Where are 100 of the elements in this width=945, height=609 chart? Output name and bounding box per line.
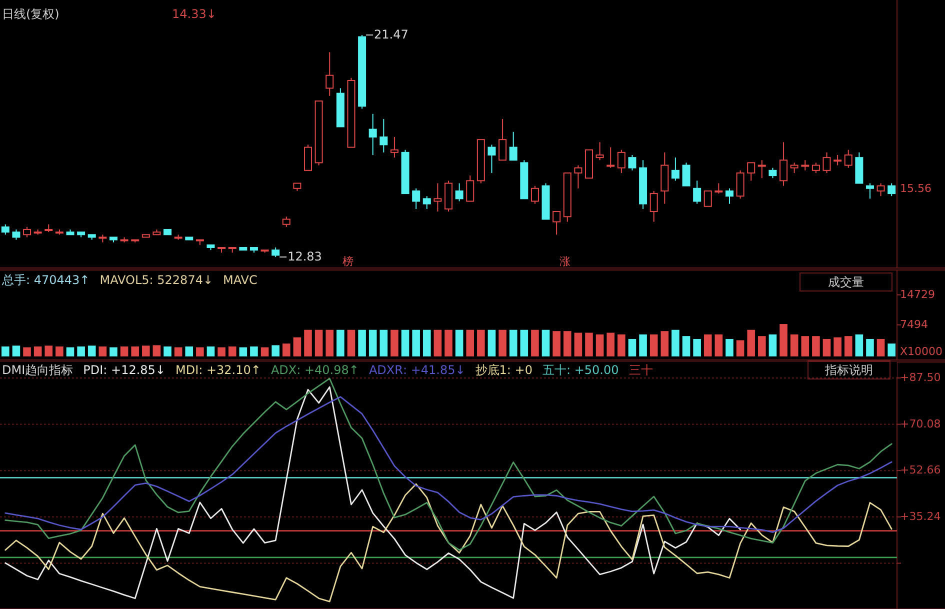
- bar: [77, 346, 85, 356]
- bar: [120, 346, 128, 356]
- annotation: 涨: [560, 255, 570, 268]
- annotation: 成交量: [828, 275, 864, 289]
- bar: [326, 330, 334, 356]
- bar: [596, 334, 604, 356]
- candlestick: [682, 162, 690, 186]
- bar: [618, 334, 626, 356]
- candlestick: [628, 154, 636, 171]
- candlestick: [822, 152, 831, 174]
- candlestick: [304, 144, 312, 171]
- candlestick: [530, 185, 539, 204]
- annotation: : +32.10↑: [198, 363, 261, 377]
- bar: [704, 334, 712, 356]
- bar: [650, 334, 658, 356]
- bar: [574, 332, 582, 356]
- bar: [390, 330, 398, 356]
- y-axis-title: X10000: [900, 345, 943, 358]
- bar: [196, 347, 204, 356]
- candlestick: [801, 160, 810, 171]
- bar: [628, 338, 636, 356]
- candlestick: [606, 146, 615, 168]
- y-tick-label: 7494: [900, 318, 928, 331]
- candlestick: [552, 211, 561, 236]
- candlestick: [23, 226, 32, 238]
- bar: [282, 344, 290, 356]
- bar: [866, 338, 874, 356]
- bar: [336, 330, 344, 356]
- bar: [98, 346, 107, 356]
- bar: [509, 330, 518, 356]
- annotation: 三十: [628, 363, 653, 377]
- bar: [2, 346, 10, 356]
- bar: [498, 330, 506, 356]
- bar: [347, 330, 356, 356]
- bar: [206, 346, 215, 356]
- candlestick: [282, 216, 290, 228]
- candlestick: [12, 229, 20, 240]
- bar: [228, 346, 236, 356]
- annotation: MAVC: [223, 273, 258, 287]
- bar: [368, 330, 377, 356]
- candlestick: [272, 246, 280, 258]
- y-tick-label: +35.24: [900, 510, 941, 523]
- bar: [660, 331, 669, 356]
- bar: [682, 336, 690, 356]
- annotation: : +40.98↑: [296, 363, 359, 377]
- bar: [272, 345, 280, 356]
- annotation: : +12.85↓: [103, 363, 166, 377]
- annotation: 总手: 470443↑: [1, 273, 90, 287]
- candlestick: [888, 182, 896, 197]
- bar: [131, 346, 139, 356]
- candlestick: [834, 154, 842, 166]
- annotation: 榜: [342, 255, 354, 268]
- annotation: DMI趋向指标: [2, 363, 74, 377]
- text: ADXR: [368, 363, 403, 377]
- bar: [888, 344, 896, 356]
- candlestick: [790, 162, 798, 174]
- bar: [56, 346, 64, 356]
- bar: [401, 330, 410, 356]
- bar: [488, 330, 496, 356]
- bar: [218, 347, 226, 356]
- y-tick-label: +87.50: [900, 370, 941, 384]
- bar: [726, 338, 734, 356]
- candlestick: [671, 157, 680, 182]
- bar: [314, 330, 323, 356]
- line-series: [4, 386, 741, 600]
- text: MDI: [175, 363, 199, 377]
- line-series: [4, 378, 892, 551]
- bar: [412, 330, 420, 356]
- bar: [606, 332, 615, 356]
- bar: [812, 336, 820, 356]
- candlestick: [390, 136, 398, 158]
- candlestick: [574, 164, 582, 189]
- candlestick: [747, 162, 756, 182]
- candlestick: [736, 170, 744, 200]
- bar: [477, 330, 485, 356]
- annotation: 21.47: [374, 27, 408, 42]
- annotation: 指标说明: [824, 363, 873, 377]
- bar: [542, 330, 550, 356]
- candlestick: [693, 180, 702, 204]
- candlestick: [768, 167, 777, 179]
- candlestick: [412, 188, 420, 210]
- bar: [142, 346, 150, 356]
- text: PDI: [83, 363, 104, 377]
- bar: [855, 334, 864, 356]
- bar: [714, 334, 723, 356]
- bar: [88, 346, 96, 356]
- bar: [822, 338, 831, 356]
- candlestick: [466, 175, 474, 202]
- candlestick: [844, 149, 852, 168]
- bar: [455, 330, 464, 356]
- bar: [834, 337, 842, 356]
- bar: [758, 336, 766, 356]
- candlestick: [650, 190, 658, 222]
- bar: [780, 324, 788, 356]
- bar: [174, 347, 182, 356]
- bar: [44, 346, 53, 356]
- bar: [585, 332, 593, 356]
- annotation: MAVOL5: 522874↓: [100, 273, 214, 287]
- candlestick: [866, 182, 874, 200]
- chart-title: 日线(复权): [2, 7, 60, 21]
